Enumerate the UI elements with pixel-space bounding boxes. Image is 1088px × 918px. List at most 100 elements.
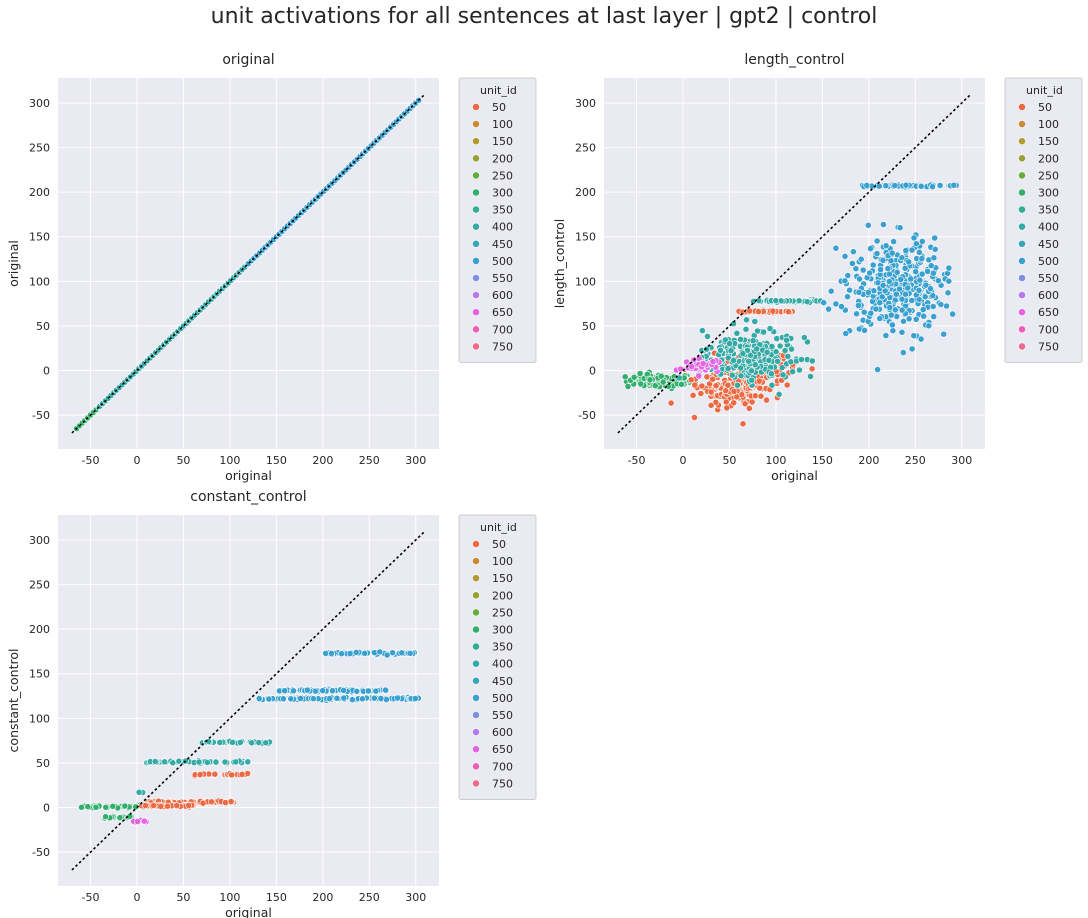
data-point [377, 695, 385, 702]
data-point [875, 182, 883, 190]
legend-marker [472, 711, 480, 719]
data-point [712, 382, 720, 390]
data-point [227, 798, 235, 805]
data-point [361, 649, 369, 657]
y-tick-label: 200 [575, 186, 596, 199]
data-point [753, 345, 761, 353]
data-point [803, 298, 811, 306]
legend-entry-label: 400 [492, 221, 513, 234]
data-point [707, 388, 715, 396]
data-point [398, 649, 406, 657]
data-point [930, 254, 938, 262]
data-point [157, 803, 165, 810]
data-point [841, 277, 849, 285]
data-point [699, 360, 707, 367]
data-point [864, 221, 872, 229]
data-point [859, 266, 867, 274]
data-point [917, 335, 925, 343]
y-tick-label: 300 [29, 97, 50, 110]
data-point [832, 300, 840, 308]
data-point [743, 316, 750, 324]
data-point [896, 224, 904, 232]
data-point [773, 335, 781, 342]
data-point [244, 758, 252, 766]
legend-entry-label: 600 [1038, 289, 1059, 302]
legend-marker [472, 154, 480, 163]
y-tick-label: 150 [575, 231, 596, 244]
data-point [697, 390, 705, 397]
x-tick-label: 300 [951, 454, 972, 467]
data-point [346, 650, 354, 657]
data-point [353, 687, 361, 695]
legend-marker [1018, 342, 1026, 351]
legend-entry-label: 550 [1038, 272, 1059, 285]
legend-entry-label: 400 [1038, 221, 1059, 234]
data-point [878, 293, 886, 301]
data-point [924, 267, 931, 275]
x-tick-label: -50 [82, 891, 100, 904]
data-point [898, 306, 906, 314]
data-point [846, 286, 853, 294]
x-tick-label: 300 [405, 454, 426, 467]
data-point [164, 802, 171, 810]
legend-entry-label: 450 [492, 675, 513, 688]
data-point [169, 759, 177, 767]
legend-marker [1018, 103, 1026, 111]
legend-entry-label: 250 [492, 606, 513, 619]
x-tick-label: 50 [722, 454, 736, 467]
data-point [877, 266, 884, 273]
data-point [867, 245, 874, 252]
data-point [917, 182, 925, 190]
data-point [703, 345, 710, 353]
panel-title: constant_control [190, 489, 306, 505]
legend-entry-label: 250 [1038, 169, 1059, 182]
data-point [222, 799, 229, 806]
data-point [754, 327, 761, 335]
y-tick-label: -50 [32, 846, 50, 859]
data-point [751, 318, 759, 325]
data-point [908, 345, 916, 353]
data-point [691, 414, 698, 421]
data-point [907, 275, 915, 283]
legend-entry-label: 300 [1038, 187, 1059, 200]
data-point [869, 261, 877, 269]
data-point [936, 181, 944, 189]
data-point [929, 292, 937, 300]
data-point [135, 788, 143, 796]
data-point [929, 303, 937, 310]
y-tick-label: 100 [29, 712, 50, 725]
data-point [929, 183, 936, 191]
data-point [838, 303, 845, 310]
data-point [232, 758, 240, 766]
data-point [707, 401, 715, 409]
data-point [912, 240, 920, 248]
data-point [915, 286, 923, 294]
x-tick-label: 250 [359, 891, 380, 904]
data-point [783, 381, 791, 389]
data-point [406, 649, 414, 657]
legend-original: unit_id 50 100 150 200 250 300 350 400 450 500 550 6… [458, 77, 537, 363]
data-point [949, 310, 956, 318]
data-point [763, 348, 771, 356]
data-point [173, 802, 181, 809]
data-point [185, 802, 193, 809]
x-tick-label: 100 [219, 891, 240, 904]
data-point [340, 694, 348, 702]
legend-marker [1018, 137, 1026, 146]
data-point [755, 377, 763, 385]
legend-entry-label: 500 [492, 692, 513, 705]
data-point [109, 802, 117, 810]
x-tick-label: 200 [858, 454, 879, 467]
data-point [370, 694, 378, 702]
legend-entry-label: 500 [1038, 255, 1059, 268]
data-point [889, 321, 896, 329]
data-point [842, 330, 850, 337]
legend-entry-label: 750 [1038, 340, 1059, 353]
data-point [92, 803, 100, 811]
data-point [637, 380, 645, 388]
data-point [918, 237, 926, 245]
data-point [855, 288, 863, 296]
y-tick-label: -50 [32, 409, 50, 422]
data-point [860, 308, 868, 316]
data-point [908, 246, 916, 254]
